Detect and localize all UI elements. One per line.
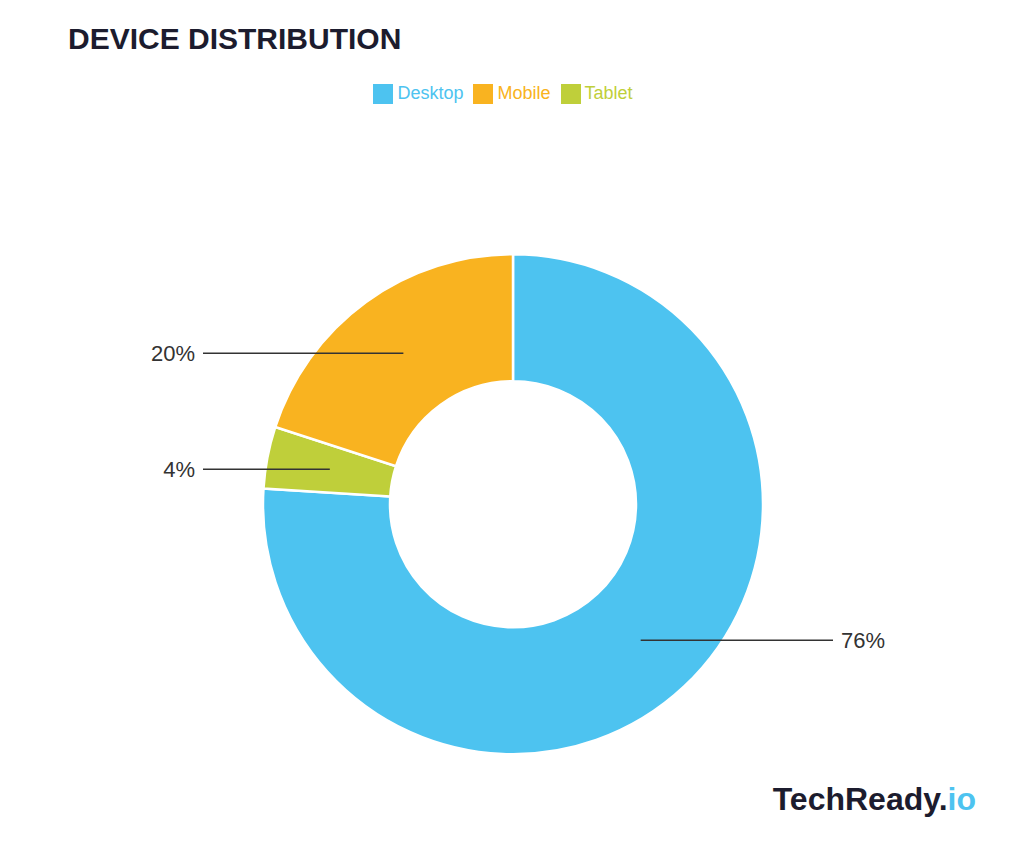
html-text:TechReady. io: TechReady. io [772,781,976,817]
html-text:Mobile: Mobile [497,83,551,103]
html-text:Tablet: Tablet [584,83,633,103]
html-text:DEVICE DISTRIBUTION: DEVICE DISTRIBUTION [68,22,402,55]
svg-text:20%: 20% [151,341,195,366]
svg-text:76%: 76% [841,628,885,653]
html-text:Desktop: Desktop [397,83,464,103]
svg-text:4%: 4% [163,457,195,482]
